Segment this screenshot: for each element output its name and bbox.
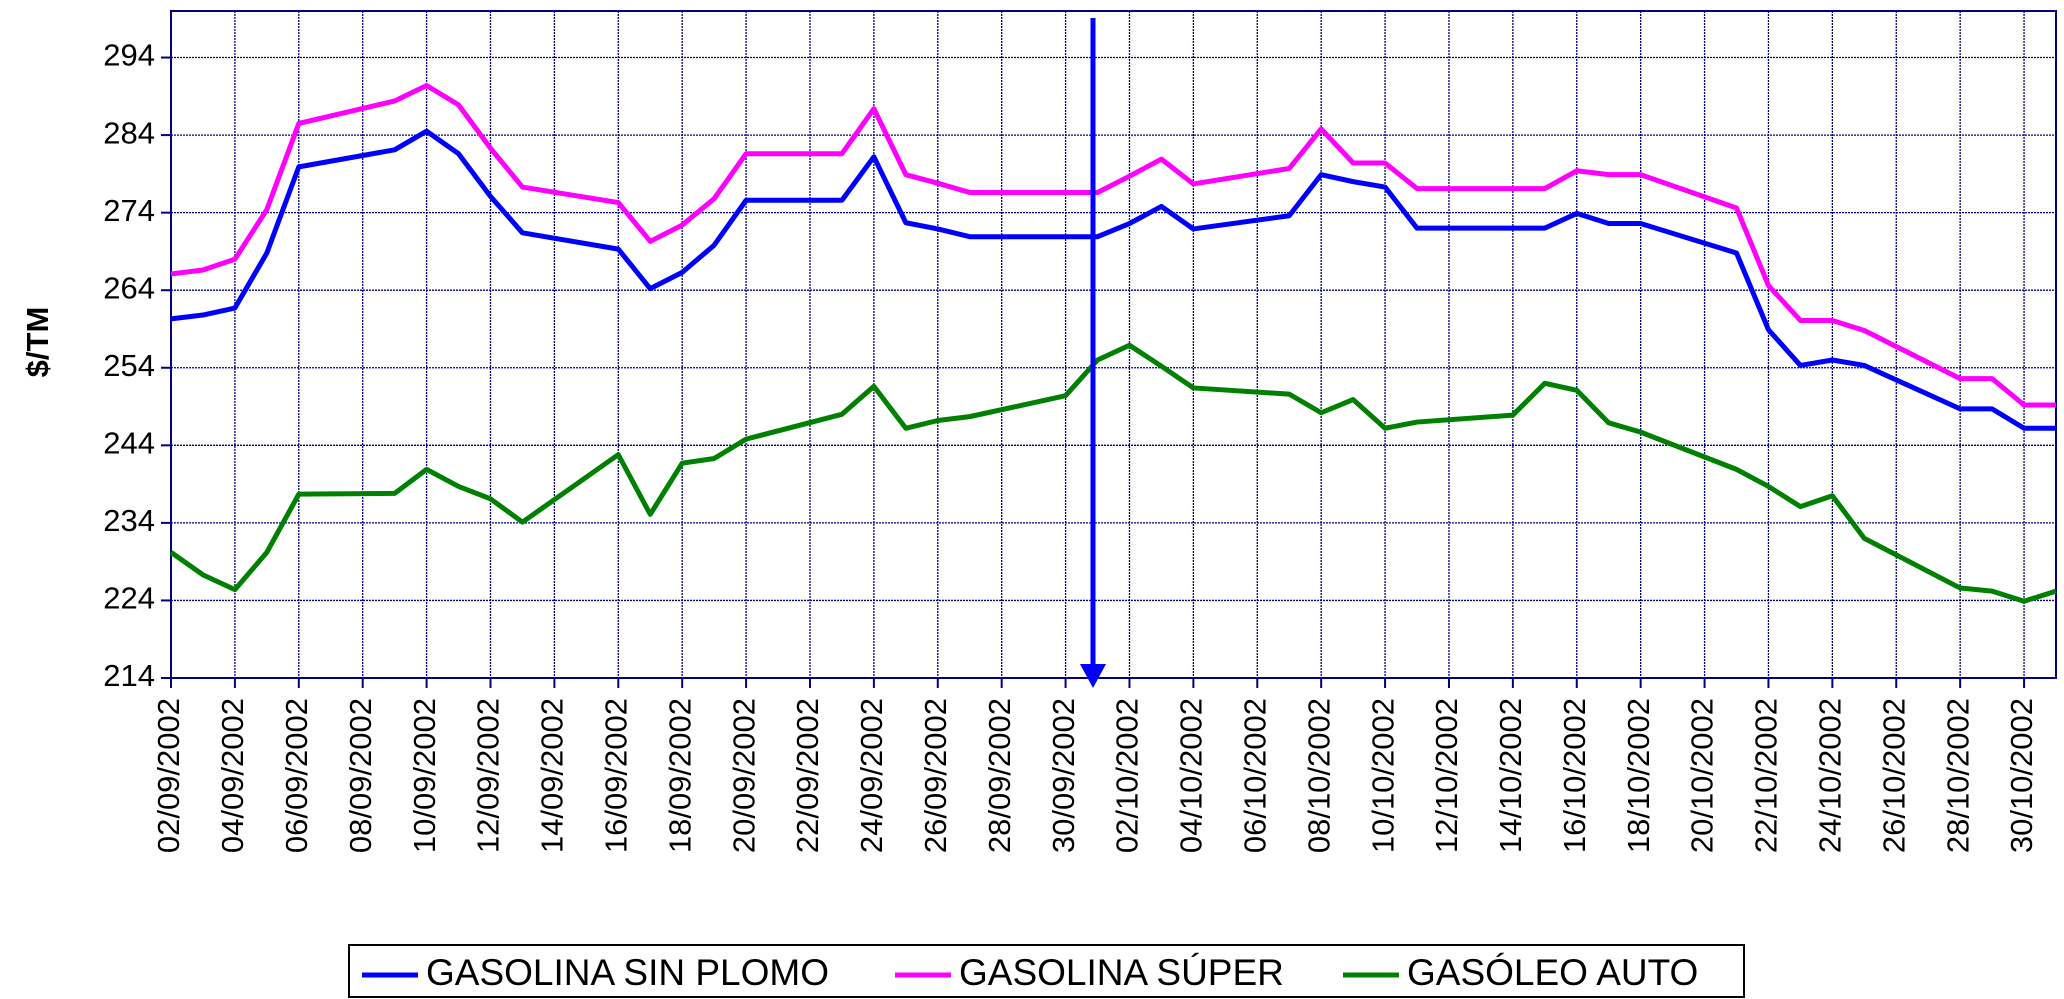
series-line (170, 128, 2056, 431)
x-tick-label: 02/09/2002 (151, 698, 186, 853)
x-tick-label: 28/10/2002 (1940, 698, 1975, 853)
x-tick-label: 22/10/2002 (1749, 698, 1784, 853)
y-tick-label: 294 (103, 38, 155, 73)
legend-box (348, 944, 1745, 998)
x-tick-label: 04/09/2002 (215, 698, 250, 853)
legend-label: GASÓLEO AUTO (1407, 952, 1698, 993)
x-tick-label: 26/09/2002 (918, 698, 953, 853)
x-tick-label: 08/09/2002 (343, 698, 378, 853)
y-tick-label: 264 (103, 270, 155, 305)
y-tick-label: 224 (103, 581, 155, 616)
series-line (170, 82, 2056, 408)
x-tick-label: 06/09/2002 (279, 698, 314, 853)
y-tick-label: 214 (103, 658, 155, 693)
series-line (169, 342, 2057, 604)
y-tick-label: 274 (103, 193, 155, 228)
x-tick-label: 18/10/2002 (1621, 698, 1656, 853)
x-tick-label: 10/09/2002 (407, 698, 442, 853)
legend-label: GASOLINA SIN PLOMO (426, 952, 829, 993)
plot-area (161, 10, 2057, 688)
x-tick-label: 28/09/2002 (982, 698, 1017, 853)
y-tick-label: 254 (103, 348, 155, 383)
y-axis-label: $/TM (20, 307, 55, 378)
x-tick-label: 12/10/2002 (1429, 698, 1464, 853)
y-tick-label: 234 (103, 503, 155, 538)
annotation-arrow (1080, 18, 1106, 688)
x-tick-label: 20/09/2002 (726, 698, 761, 853)
y-tick-label: 284 (103, 115, 155, 150)
legend: GASOLINA SIN PLOMO GASOLINA SÚPER GASÓLEO … (362, 952, 1698, 993)
x-tick-label: 16/09/2002 (598, 698, 633, 853)
x-tick-label: 08/10/2002 (1301, 698, 1336, 853)
x-tick-label: 04/10/2002 (1174, 698, 1209, 853)
x-tick-label: 14/09/2002 (535, 698, 570, 853)
x-tick-label: 16/10/2002 (1557, 698, 1592, 853)
x-tick-label: 24/09/2002 (854, 698, 889, 853)
legend-label: GASOLINA SÚPER (959, 952, 1284, 993)
x-tick-label: 24/10/2002 (1813, 698, 1848, 853)
x-tick-label: 10/10/2002 (1365, 698, 1400, 853)
x-tick-label: 30/09/2002 (1046, 698, 1081, 853)
x-tick-label: 26/10/2002 (1876, 698, 1911, 853)
x-tick-label: 20/10/2002 (1685, 698, 1720, 853)
x-tick-label: 06/10/2002 (1237, 698, 1272, 853)
x-tick-label: 30/10/2002 (2004, 698, 2039, 853)
x-tick-label: 22/09/2002 (790, 698, 825, 853)
x-tick-label: 18/09/2002 (662, 698, 697, 853)
x-tick-label: 14/10/2002 (1493, 698, 1528, 853)
plot-background (171, 11, 2056, 678)
x-tick-label: 02/10/2002 (1110, 698, 1145, 853)
plot-border (170, 10, 2057, 679)
x-tick-label: 12/09/2002 (471, 698, 506, 853)
y-tick-label: 244 (103, 426, 155, 461)
